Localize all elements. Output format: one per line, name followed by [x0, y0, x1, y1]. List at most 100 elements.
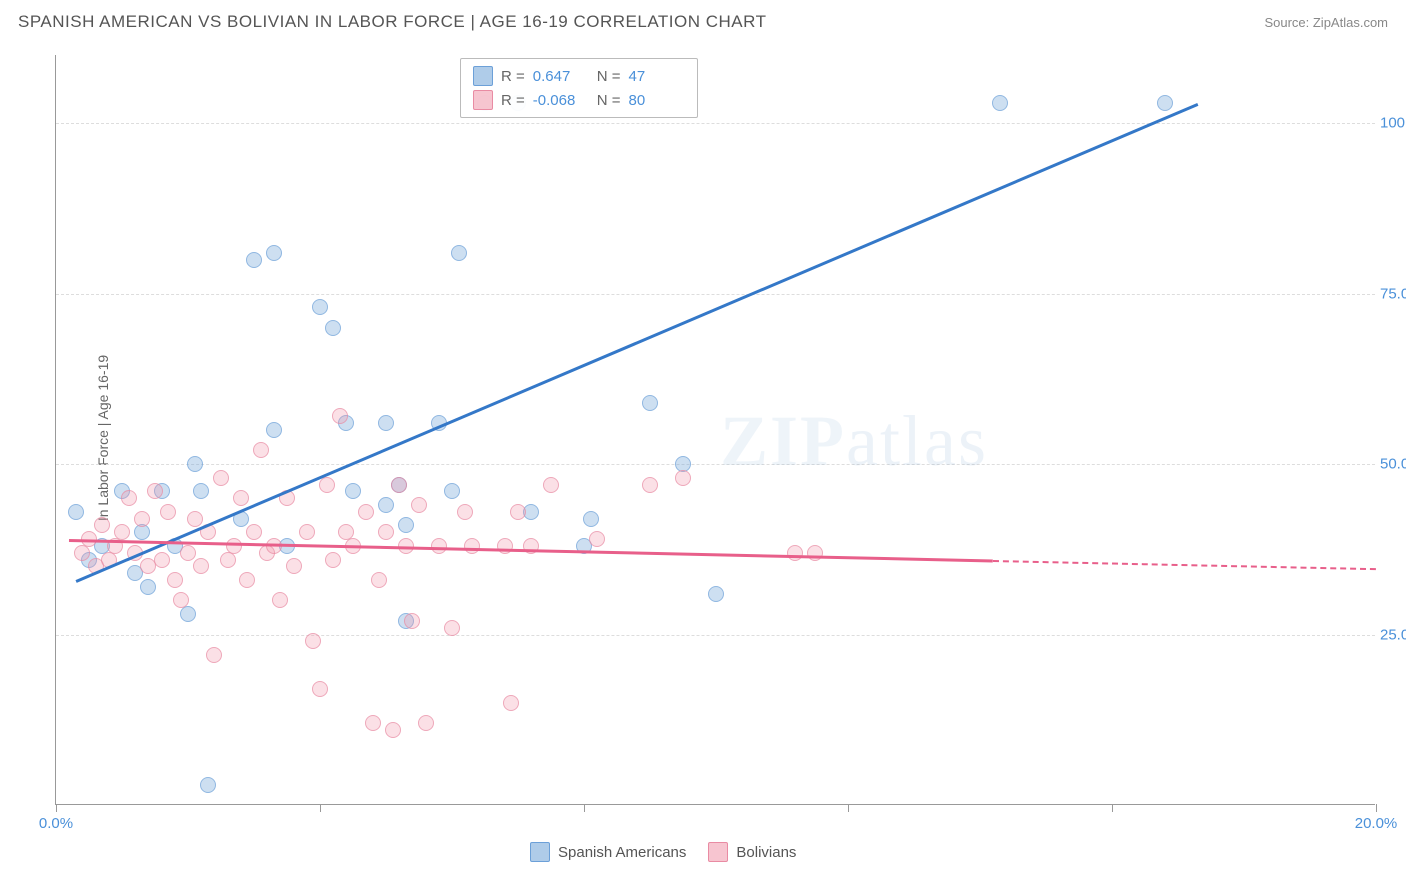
ytick-label: 100.0%	[1380, 115, 1406, 132]
trend-line	[75, 103, 1198, 583]
source-label: Source: ZipAtlas.com	[1264, 15, 1388, 30]
xtick	[584, 804, 585, 812]
data-point	[411, 497, 427, 513]
data-point	[220, 552, 236, 568]
n-value-blue: 47	[629, 68, 685, 85]
data-point	[272, 592, 288, 608]
n-value-pink: 80	[629, 92, 685, 109]
xtick	[320, 804, 321, 812]
swatch-pink	[473, 90, 493, 110]
data-point	[510, 504, 526, 520]
r-value-blue: 0.647	[533, 68, 589, 85]
data-point	[193, 558, 209, 574]
data-point	[226, 538, 242, 554]
data-point	[74, 545, 90, 561]
data-point	[444, 620, 460, 636]
data-point	[140, 579, 156, 595]
data-point	[543, 477, 559, 493]
data-point	[134, 524, 150, 540]
ytick-label: 25.0%	[1380, 626, 1406, 643]
swatch-pink	[708, 842, 728, 862]
data-point	[253, 442, 269, 458]
xtick	[56, 804, 57, 812]
gridline-h	[56, 294, 1375, 295]
swatch-blue	[530, 842, 550, 862]
data-point	[642, 395, 658, 411]
data-point	[708, 586, 724, 602]
data-point	[68, 504, 84, 520]
data-point	[358, 504, 374, 520]
data-point	[378, 415, 394, 431]
data-point	[497, 538, 513, 554]
data-point	[246, 524, 262, 540]
data-point	[332, 408, 348, 424]
data-point	[431, 538, 447, 554]
data-point	[187, 511, 203, 527]
r-label: R =	[501, 68, 525, 85]
data-point	[418, 715, 434, 731]
data-point	[266, 422, 282, 438]
data-point	[94, 517, 110, 533]
data-point	[583, 511, 599, 527]
data-point	[444, 483, 460, 499]
data-point	[675, 470, 691, 486]
data-point	[1157, 95, 1173, 111]
data-point	[147, 483, 163, 499]
data-point	[299, 524, 315, 540]
r-label: R =	[501, 92, 525, 109]
data-point	[378, 524, 394, 540]
data-point	[312, 681, 328, 697]
ytick-label: 50.0%	[1380, 456, 1406, 473]
data-point	[193, 483, 209, 499]
data-point	[160, 504, 176, 520]
n-label: N =	[597, 68, 621, 85]
data-point	[246, 252, 262, 268]
data-point	[404, 613, 420, 629]
data-point	[451, 245, 467, 261]
data-point	[154, 552, 170, 568]
ytick-label: 75.0%	[1380, 285, 1406, 302]
data-point	[206, 647, 222, 663]
chart-title: SPANISH AMERICAN VS BOLIVIAN IN LABOR FO…	[18, 12, 766, 32]
gridline-h	[56, 464, 1375, 465]
legend-series: Spanish Americans Bolivians	[530, 842, 796, 862]
data-point	[457, 504, 473, 520]
data-point	[378, 497, 394, 513]
data-point	[200, 777, 216, 793]
data-point	[312, 299, 328, 315]
data-point	[180, 606, 196, 622]
data-point	[464, 538, 480, 554]
scatter-chart: 25.0%50.0%75.0%100.0%0.0%20.0%	[55, 55, 1375, 805]
xtick	[848, 804, 849, 812]
data-point	[385, 722, 401, 738]
header: SPANISH AMERICAN VS BOLIVIAN IN LABOR FO…	[0, 0, 1406, 40]
data-point	[266, 245, 282, 261]
n-label: N =	[597, 92, 621, 109]
data-point	[391, 477, 407, 493]
data-point	[589, 531, 605, 547]
legend-label-pink: Bolivians	[736, 844, 796, 861]
data-point	[319, 477, 335, 493]
data-point	[167, 572, 183, 588]
gridline-h	[56, 635, 1375, 636]
xtick	[1376, 804, 1377, 812]
data-point	[173, 592, 189, 608]
legend-item-pink: Bolivians	[708, 842, 796, 862]
data-point	[213, 470, 229, 486]
legend-item-blue: Spanish Americans	[530, 842, 686, 862]
data-point	[286, 558, 302, 574]
data-point	[114, 524, 130, 540]
data-point	[233, 490, 249, 506]
data-point	[642, 477, 658, 493]
xtick	[1112, 804, 1113, 812]
data-point	[787, 545, 803, 561]
data-point	[325, 552, 341, 568]
data-point	[503, 695, 519, 711]
data-point	[345, 483, 361, 499]
data-point	[121, 490, 137, 506]
legend-label-blue: Spanish Americans	[558, 844, 686, 861]
data-point	[305, 633, 321, 649]
data-point	[180, 545, 196, 561]
data-point	[371, 572, 387, 588]
trend-line	[993, 560, 1376, 570]
